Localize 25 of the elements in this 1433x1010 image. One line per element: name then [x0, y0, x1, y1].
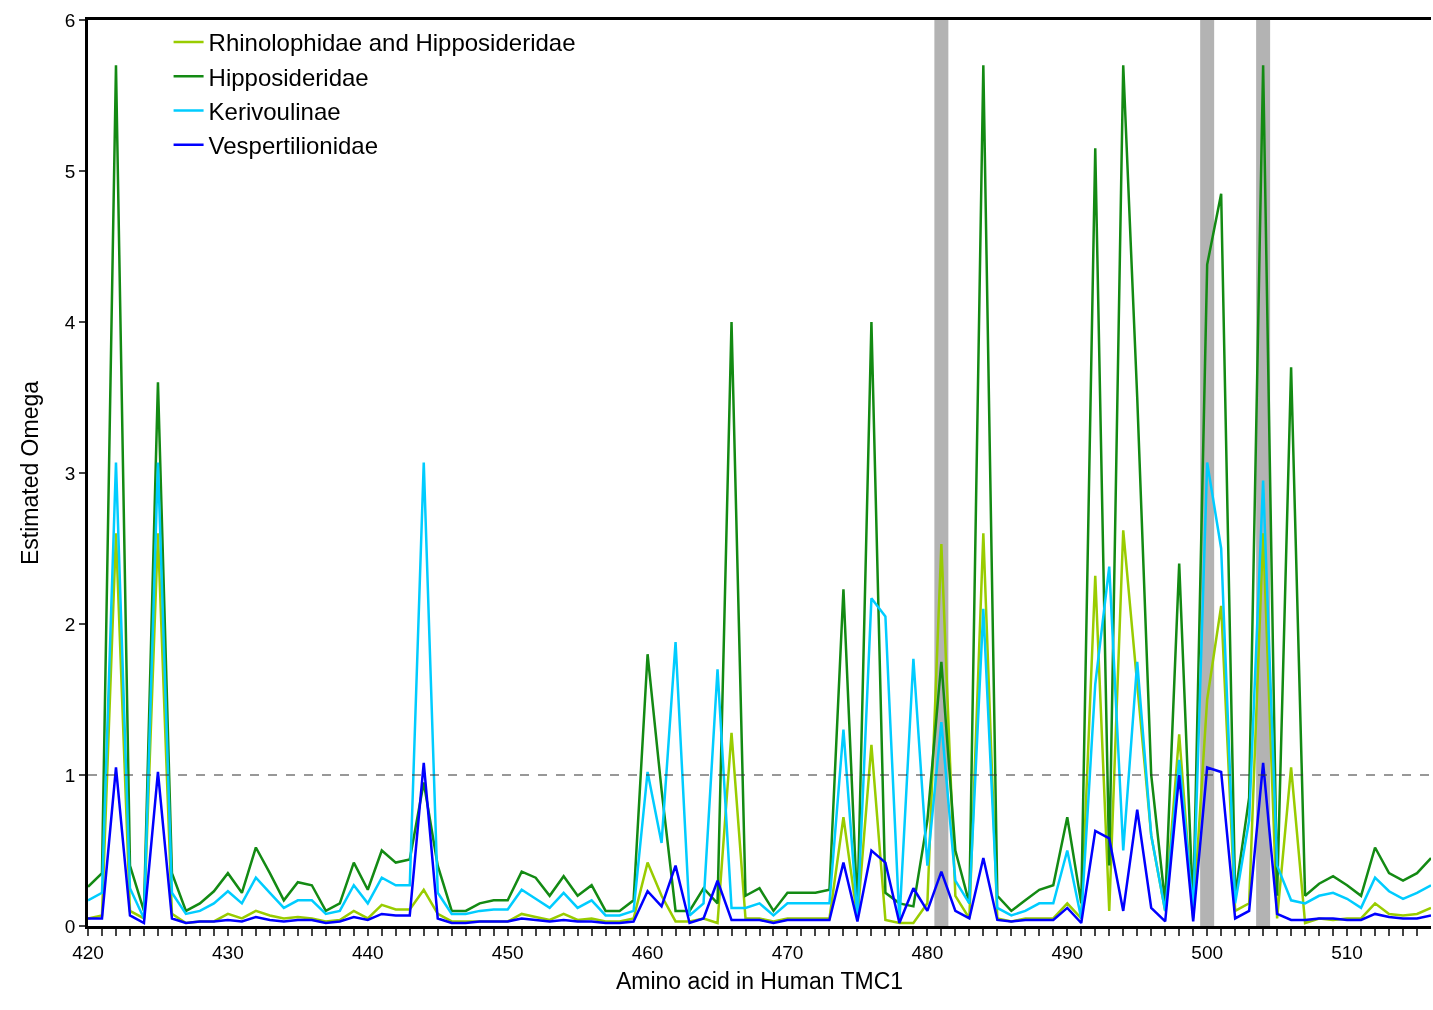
x-tick-label: 450	[491, 941, 524, 963]
x-tick-label: 480	[911, 941, 944, 963]
legend-label: Rhinolophidae and Hipposideridae	[208, 29, 576, 57]
y-tick-label: 1	[64, 764, 76, 786]
y-axis-title: Estimated Omega	[17, 380, 44, 566]
x-tick-label: 460	[631, 941, 664, 963]
x-tick-label: 510	[1331, 941, 1363, 963]
legend-label: Kerivoulinae	[208, 97, 341, 125]
y-tick-label: 0	[64, 915, 76, 937]
x-tick-label: 420	[72, 941, 104, 963]
y-tick-label: 3	[64, 462, 76, 484]
legend-label: Vespertilionidae	[208, 132, 379, 160]
x-tick-label: 440	[351, 941, 384, 963]
x-tick-label: 500	[1191, 941, 1224, 963]
x-tick-label: 430	[212, 941, 244, 963]
x-axis-title: Amino acid in Human TMC1	[615, 968, 904, 995]
y-tick-label: 6	[64, 9, 76, 31]
y-tick-label: 5	[64, 160, 76, 182]
legend-label: Hipposideridae	[208, 63, 369, 91]
y-tick-label: 4	[64, 311, 76, 333]
line-series	[88, 761, 1431, 925]
x-tick-label: 490	[1051, 941, 1084, 963]
x-tick-label: 470	[771, 941, 804, 963]
line-series	[88, 64, 1431, 913]
y-tick-label: 2	[64, 613, 76, 635]
